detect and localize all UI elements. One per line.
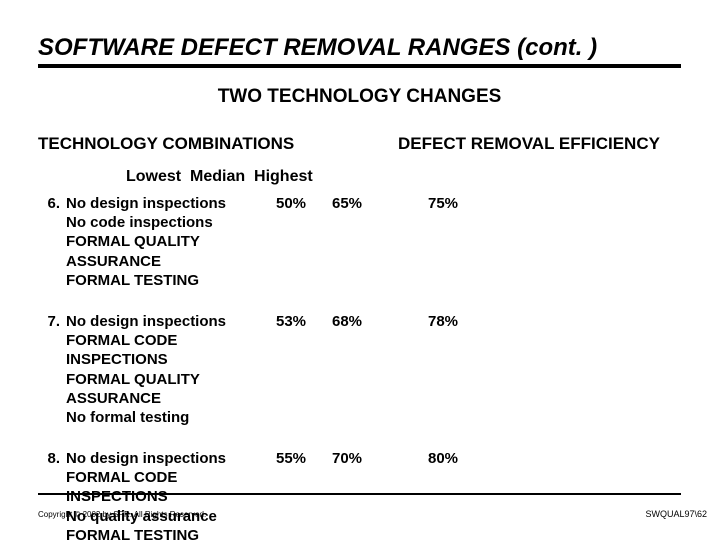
row-description: No design inspections No code inspection… bbox=[66, 194, 276, 290]
header-right: DEFECT REMOVAL EFFICIENCY bbox=[398, 134, 681, 154]
row-description: No design inspections FORMAL CODE INSPEC… bbox=[66, 449, 276, 545]
desc-line: No code inspections bbox=[66, 213, 276, 232]
value-lowest: 55% bbox=[276, 449, 332, 545]
data-row: 8. No design inspections FORMAL CODE INS… bbox=[38, 449, 681, 545]
desc-line: FORMAL CODE INSPECTIONS bbox=[66, 468, 276, 506]
bottom-rule bbox=[38, 493, 681, 495]
value-column-headings: Lowest Median Highest bbox=[126, 168, 681, 186]
value-median: 70% bbox=[332, 449, 428, 545]
copyright-text: Copyright © 2002 by SPR. All Rights Rese… bbox=[38, 510, 206, 519]
value-highest: 78% bbox=[428, 312, 488, 427]
slide-code: SWQUAL97\62 bbox=[645, 509, 707, 519]
row-number: 6. bbox=[38, 194, 66, 290]
row-number: 7. bbox=[38, 312, 66, 427]
desc-line: No design inspections bbox=[66, 194, 276, 213]
column-headers: TECHNOLOGY COMBINATIONS DEFECT REMOVAL E… bbox=[38, 134, 681, 154]
desc-line: FORMAL QUALITY ASSURANCE bbox=[66, 232, 276, 270]
slide: SOFTWARE DEFECT REMOVAL RANGES (cont. ) … bbox=[0, 0, 719, 539]
value-highest: 75% bbox=[428, 194, 488, 290]
header-left: TECHNOLOGY COMBINATIONS bbox=[38, 134, 398, 154]
value-lowest: 53% bbox=[276, 312, 332, 427]
data-row: 6. No design inspections No code inspect… bbox=[38, 194, 681, 290]
value-median: 65% bbox=[332, 194, 428, 290]
desc-line: FORMAL QUALITY ASSURANCE bbox=[66, 370, 276, 408]
value-lowest: 50% bbox=[276, 194, 332, 290]
data-row: 7. No design inspections FORMAL CODE INS… bbox=[38, 312, 681, 427]
desc-line: No design inspections bbox=[66, 449, 276, 468]
slide-subtitle: TWO TECHNOLOGY CHANGES bbox=[38, 86, 681, 108]
desc-line: No design inspections bbox=[66, 312, 276, 331]
slide-title: SOFTWARE DEFECT REMOVAL RANGES (cont. ) bbox=[38, 34, 681, 68]
desc-line: FORMAL CODE INSPECTIONS bbox=[66, 331, 276, 369]
value-median: 68% bbox=[332, 312, 428, 427]
desc-line: FORMAL TESTING bbox=[66, 271, 276, 290]
row-number: 8. bbox=[38, 449, 66, 545]
desc-line: FORMAL TESTING bbox=[66, 526, 276, 545]
value-highest: 80% bbox=[428, 449, 488, 545]
row-description: No design inspections FORMAL CODE INSPEC… bbox=[66, 312, 276, 427]
desc-line: No formal testing bbox=[66, 408, 276, 427]
